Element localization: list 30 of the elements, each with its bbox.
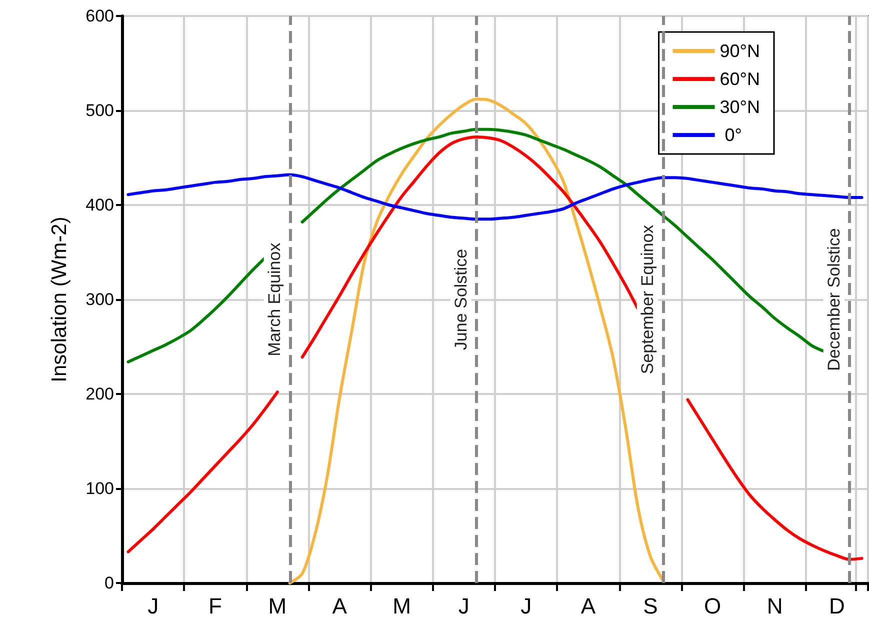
x-tick-label: J bbox=[520, 594, 532, 618]
line-series bbox=[288, 98, 664, 584]
y-tick-label: 500 bbox=[86, 101, 114, 120]
x-tick-label: A bbox=[332, 594, 348, 618]
y-tick-label: 100 bbox=[86, 479, 114, 498]
x-tick-label: D bbox=[828, 594, 845, 618]
x-tick-label: M bbox=[392, 594, 411, 618]
y-tick-label: 200 bbox=[86, 384, 114, 404]
y-tick-label: 300 bbox=[86, 290, 114, 309]
x-tick-label: S bbox=[643, 594, 658, 618]
line-series bbox=[126, 173, 864, 221]
annotation: March Equinox bbox=[264, 242, 284, 356]
legend-label: 90°N bbox=[720, 41, 760, 61]
x-tick-label: O bbox=[704, 594, 722, 618]
y-tick-label: 0 bbox=[104, 574, 114, 592]
annotation: June Solstice bbox=[451, 248, 470, 350]
x-tick-label: M bbox=[268, 594, 287, 618]
x-tick-label: N bbox=[766, 594, 783, 618]
annotation: September Equinox bbox=[638, 224, 657, 374]
y-axis-title: Insolation (Wm-2) bbox=[48, 216, 71, 382]
legend-label: 60°N bbox=[720, 69, 760, 89]
x-tick-label: A bbox=[580, 594, 596, 618]
y-tick-label: 400 bbox=[86, 196, 114, 214]
x-tick-label: F bbox=[208, 594, 222, 618]
y-tick-label: 600 bbox=[86, 6, 114, 26]
x-tick-label: J bbox=[148, 594, 159, 618]
legend-label: 0° bbox=[720, 125, 742, 145]
legend-label: 30°N bbox=[720, 97, 760, 117]
annotation: December Solstice bbox=[824, 228, 844, 371]
x-tick-label: J bbox=[458, 594, 470, 618]
